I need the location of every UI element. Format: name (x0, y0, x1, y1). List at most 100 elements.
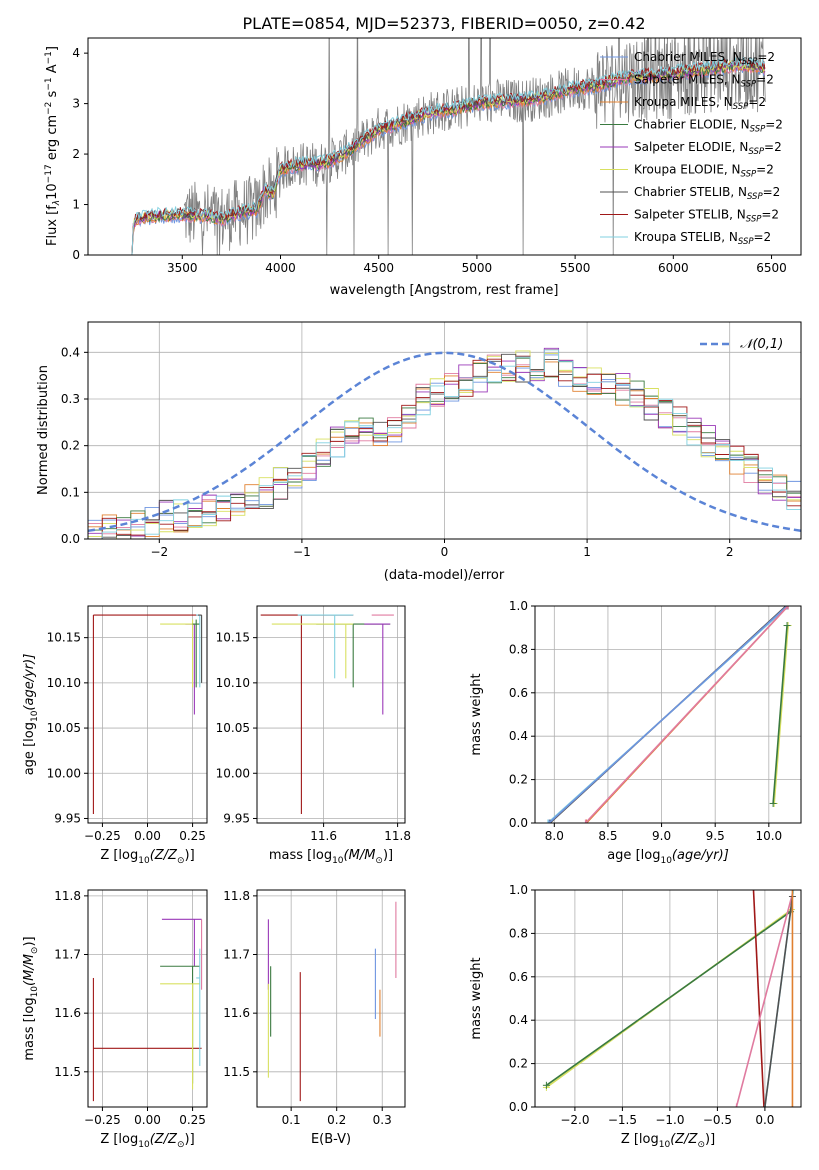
mass_vs_ebv-xlabel: E(B-V) (311, 1132, 351, 1147)
residuals-xtick-label: −2 (150, 545, 168, 559)
spectrum-legend-sub: SSP (747, 192, 763, 202)
age_vs_Z-ylabel-part: 10 (30, 710, 40, 722)
massweight_vs_age-xtick-label: 9.0 (652, 829, 671, 843)
mass_vs_Z-ytick-label: 11.5 (54, 1065, 81, 1079)
spectrum-legend-sub: SSP (750, 125, 766, 135)
massweight_vs_age-xtick-label: 9.5 (706, 829, 725, 843)
massweight_vs_age-xlabel-part: age [log (607, 848, 660, 863)
age_vs_Z-xlabel-part: (Z/Z (150, 848, 178, 863)
spectrum-legend-entry: Chabrier ELODIE, NSSP=2 (634, 118, 783, 135)
spectrum-legend-entry: Chabrier MILES, NSSP=2 (634, 50, 775, 67)
small-panels: −0.25 0.00 0.25 9.95 10.00 10.05 10.10 10.15 Z [… (22, 599, 802, 1150)
age_vs_Z-xlabel-part: 10 (138, 856, 150, 866)
mass_vs_Z-xtick-label: 0.00 (134, 1113, 161, 1127)
massweight_vs_age-line (772, 625, 788, 804)
spectrum-legend-end: =2 (754, 230, 772, 244)
massweight_vs_age-xlabel-part: (age/yr)] (672, 848, 729, 863)
age_vs_mass-xlabel-part: mass [log (269, 848, 332, 863)
mass_vs_ebv-xtick-label: 0.1 (282, 1113, 301, 1127)
spectrum-legend-entry: Kroupa ELODIE, NSSP=2 (634, 163, 774, 180)
residuals-xlabel: (data-model)/error (384, 568, 505, 583)
age_vs_mass-ytick-label: 10.15 (216, 631, 250, 645)
spectrum-xtick-label: 4000 (265, 261, 296, 275)
massweight_vs_Z-xlabel-part: ⊙ (697, 1140, 705, 1150)
spectrum-legend-name: Kroupa ELODIE, N (634, 163, 741, 177)
massweight_vs_age-panel: 8.0 8.5 9.0 9.5 10.0 0.0 0.2 0.4 0.6 0.8 1.0 age [l… (469, 599, 802, 866)
spectrum-ylabel: Flux [fλ10−17 erg cm−2 s−1 A−1] (44, 46, 62, 246)
massweight_vs_age-xlabel: age [log10(age/yr)] (607, 848, 729, 866)
model-spectrum-8 (127, 56, 766, 255)
massweight_vs_Z-ytick-label: 0.8 (509, 926, 528, 940)
spectrum-legend-end: =2 (748, 95, 766, 109)
age_vs_Z-xtick-label: 0.00 (134, 829, 161, 843)
age_vs_Z-marks (92, 614, 203, 814)
massweight_vs_age-ytick-label: 0.2 (509, 773, 528, 787)
spectrum-ylabel-part: Flux [f (45, 205, 60, 246)
spectrum-legend-name: Chabrier STELIB, N (634, 185, 747, 199)
spectrum-legend-entry: Kroupa MILES, NSSP=2 (634, 95, 766, 112)
spectrum-ylabel-part: A (45, 64, 60, 77)
mass_vs_Z-xtick-label: 0.25 (179, 1113, 206, 1127)
massweight_vs_Z-xtick-label: −1.0 (655, 1113, 684, 1127)
massweight_vs_Z-line (752, 890, 765, 1107)
residuals-histogram-8 (88, 349, 801, 540)
spectrum-ylabel-part: −1 (44, 77, 54, 90)
massweight_vs_Z-xlabel: Z [log10(Z/Z⊙)] (621, 1132, 715, 1150)
massweight_vs_Z-xtick-label: 0.0 (755, 1113, 774, 1127)
age_vs_mass-xlabel-part: 10 (332, 856, 344, 866)
spectrum-legend-sub: SSP (742, 57, 758, 67)
spectrum-legend-sub: SSP (746, 215, 762, 225)
spectrum-xlabel: wavelength [Angstrom, rest frame] (330, 283, 559, 298)
residuals-ytick-label: 0.1 (61, 485, 80, 499)
massweight_vs_Z-panel: −2.0 −1.5 −1.0 −0.5 0.0 0.0 0.2 0.4 0.6 0.8 1.0 Z [… (469, 883, 802, 1150)
spectrum-ylabel-part: ] (45, 46, 60, 51)
residuals-ytick-label: 0.2 (61, 439, 80, 453)
age_vs_mass-xlabel-part: )] (383, 848, 393, 863)
massweight_vs_Z-ytick-label: 0.4 (509, 1013, 528, 1027)
massweight_vs_age-ytick-label: 0.8 (509, 642, 528, 656)
age_vs_mass-ytick-label: 10.00 (216, 766, 250, 780)
massweight_vs_age-ytick-label: 0.6 (509, 686, 528, 700)
spectrum-ytick-label: 0 (72, 248, 80, 262)
spectrum-ytick-label: 1 (72, 198, 80, 212)
spectrum-curves (127, 38, 766, 255)
massweight_vs_Z-ytick-label: 0.2 (509, 1057, 528, 1071)
residuals-plot-area (87, 347, 802, 540)
massweight_vs_Z-line (545, 911, 792, 1086)
age_vs_Z-ylabel: age [log10(age/yr)] (22, 654, 40, 776)
mass_vs_Z-xlabel-part: Z [log (100, 1132, 138, 1147)
massweight_vs_age-xtick-label: 8.5 (598, 829, 617, 843)
massweight_vs_Z-xlabel-part: )] (705, 1132, 715, 1147)
massweight_vs_Z-xlabel-part: 10 (659, 1140, 671, 1150)
spectrum-ylabel-part: erg cm (45, 115, 60, 164)
spectrum-legend-end: =2 (763, 185, 781, 199)
massweight_vs_Z-line (764, 896, 794, 1107)
age_vs_Z-xlabel-part: )] (185, 848, 195, 863)
spectrum-legend-end: =2 (764, 140, 782, 154)
spectrum-legend-entry: Salpeter STELIB, NSSP=2 (634, 208, 779, 225)
massweight_vs_age-line (548, 606, 788, 823)
age_vs_mass-xlabel: mass [log10(M/M⊙)] (269, 848, 393, 866)
mass_vs_Z-ylabel-part: 10 (30, 986, 40, 998)
spectrum-xtick-label: 5500 (560, 261, 591, 275)
age_vs_Z-xlabel-part: ⊙ (177, 856, 185, 866)
spectrum-legend-entry: Salpeter ELODIE, NSSP=2 (634, 140, 782, 157)
massweight_vs_age-xtick-label: 8.0 (545, 829, 564, 843)
spectrum-panel: 3500 4000 4500 5000 5500 6000 6500 0 1 2 3 4 wavele… (44, 37, 802, 298)
mass_vs_ebv-xtick-label: 0.2 (327, 1113, 346, 1127)
massweight_vs_age-ytick-label: 1.0 (509, 599, 528, 613)
mass_vs_Z-ylabel-part: (M/M (22, 954, 37, 986)
mass_vs_ebv-axes-frame (256, 889, 406, 1108)
spectrum-legend-end: =2 (757, 50, 775, 64)
age_vs_Z-xlabel: Z [log10(Z/Z⊙)] (100, 848, 194, 866)
mass_vs_Z-xtick-label: −0.25 (84, 1113, 121, 1127)
massweight_vs_age-marks (544, 606, 792, 823)
massweight_vs_Z-ytick-label: 0.0 (509, 1100, 528, 1114)
spectrum-legend-end: =2 (765, 118, 783, 132)
age_vs_Z-ytick-label: 9.95 (54, 811, 81, 825)
spectrum-ytick-label: 4 (72, 46, 80, 60)
massweight_vs_age-ytick-label: 0.4 (509, 729, 528, 743)
spectrum-legend-end: =2 (756, 73, 774, 87)
spectrum-ylabel-part: λ (52, 200, 62, 206)
